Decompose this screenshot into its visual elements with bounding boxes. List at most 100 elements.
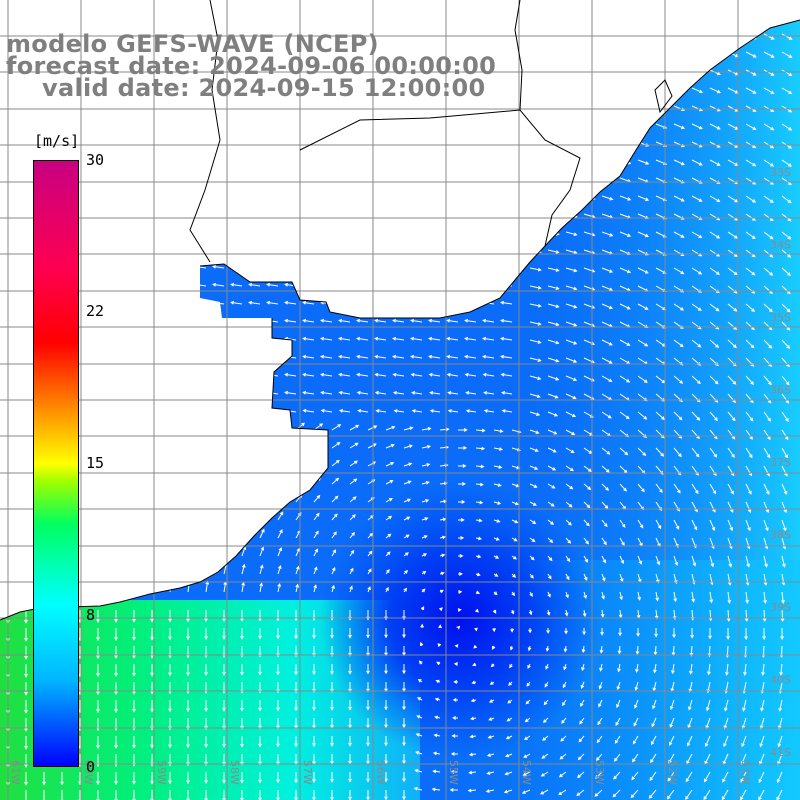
wind-arrow — [564, 609, 569, 617]
wind-arrow — [583, 501, 591, 509]
wind-arrow — [248, 156, 261, 161]
wind-arrow — [24, 700, 28, 714]
wind-arrow — [104, 138, 117, 143]
wind-arrow — [547, 213, 560, 218]
wind-arrow — [688, 681, 693, 693]
wind-arrow — [759, 717, 765, 730]
wind-arrow — [230, 138, 243, 143]
wind-arrow — [230, 318, 243, 323]
wind-arrow — [780, 609, 785, 623]
wind-arrow — [176, 264, 189, 269]
wind-arrow — [500, 336, 513, 341]
wind-arrow — [446, 246, 459, 251]
wind-arrow — [500, 84, 513, 89]
wind-arrow — [508, 681, 513, 686]
wind-arrow — [565, 123, 578, 128]
wind-arrow — [601, 231, 614, 237]
border-north — [514, 0, 523, 111]
wind-arrow — [709, 429, 718, 440]
wind-arrow — [258, 736, 262, 748]
wind-arrow — [158, 174, 171, 179]
wind-arrow — [727, 303, 738, 312]
wind-arrow — [122, 354, 135, 359]
wind-arrow — [428, 264, 441, 269]
wind-arrow — [14, 390, 27, 395]
wind-arrow — [97, 472, 103, 485]
wind-arrow — [488, 699, 495, 703]
wind-arrow — [259, 492, 266, 503]
wind-arrow — [547, 87, 560, 92]
wind-arrow — [104, 264, 117, 269]
wind-arrow — [763, 321, 773, 331]
wind-arrow — [25, 526, 30, 539]
wind-arrow — [637, 375, 648, 383]
wind-arrow — [97, 419, 104, 431]
wind-arrow — [763, 483, 770, 495]
wind-arrow — [510, 609, 515, 615]
wind-arrow — [685, 771, 693, 783]
wind-arrow — [690, 627, 694, 639]
wind-arrow — [595, 771, 603, 779]
wind-arrow — [547, 501, 555, 507]
wind-arrow — [727, 573, 732, 586]
wind-arrow — [691, 123, 703, 130]
wind-arrow — [745, 51, 757, 58]
wind-arrow — [276, 610, 280, 622]
wind-arrow — [97, 490, 103, 503]
wind-arrow — [468, 770, 477, 775]
wind-arrow — [302, 336, 315, 341]
wind-arrow — [521, 789, 531, 794]
wind-arrow — [420, 623, 424, 629]
wind-arrow — [24, 664, 28, 678]
wind-arrow — [740, 771, 747, 783]
wind-arrow — [763, 213, 774, 222]
wind-arrow — [547, 339, 560, 345]
wind-arrow — [529, 213, 542, 218]
wind-arrow — [547, 159, 560, 164]
wind-arrow — [331, 584, 335, 593]
wind-arrow — [601, 447, 611, 455]
wind-arrow — [493, 537, 500, 541]
wind-arrow — [544, 681, 549, 688]
wind-arrow — [547, 393, 559, 399]
wind-arrow — [366, 664, 370, 675]
wind-arrow — [169, 526, 175, 539]
wind-arrow — [186, 718, 190, 731]
wind-arrow — [482, 156, 495, 161]
wind-arrow — [745, 123, 757, 130]
wind-arrow — [475, 446, 486, 451]
wind-arrow — [320, 156, 333, 161]
wind-arrow — [781, 555, 786, 568]
wind-arrow — [506, 717, 513, 722]
wind-arrow — [709, 339, 720, 348]
wind-arrow — [384, 772, 388, 783]
wind-arrow — [140, 300, 153, 305]
wind-arrow — [637, 447, 647, 457]
wind-arrow — [104, 372, 117, 377]
wind-arrow — [500, 156, 513, 161]
wind-arrow — [759, 735, 765, 748]
wind-arrow — [601, 573, 606, 582]
wind-arrow — [709, 159, 721, 166]
wind-arrow — [122, 372, 135, 377]
wind-arrow — [212, 138, 225, 143]
wind-arrow — [384, 664, 388, 675]
wind-arrow — [24, 579, 29, 593]
wind-arrow — [176, 138, 189, 143]
wind-arrow — [449, 788, 459, 792]
wind-arrow — [673, 375, 684, 384]
wind-arrow — [122, 120, 135, 125]
wind-arrow — [302, 408, 315, 413]
wind-arrow — [158, 318, 171, 323]
wind-arrow — [505, 735, 513, 740]
wind-arrow — [781, 123, 793, 131]
wind-arrow — [781, 483, 788, 495]
wind-arrow — [525, 699, 531, 705]
wind-arrow — [447, 391, 459, 395]
wind-arrow — [482, 120, 495, 125]
wind-arrow — [619, 537, 625, 547]
wind-arrow — [619, 339, 631, 346]
wind-arrow — [266, 210, 279, 215]
wind-arrow — [780, 627, 784, 641]
wind-arrow — [781, 87, 793, 95]
